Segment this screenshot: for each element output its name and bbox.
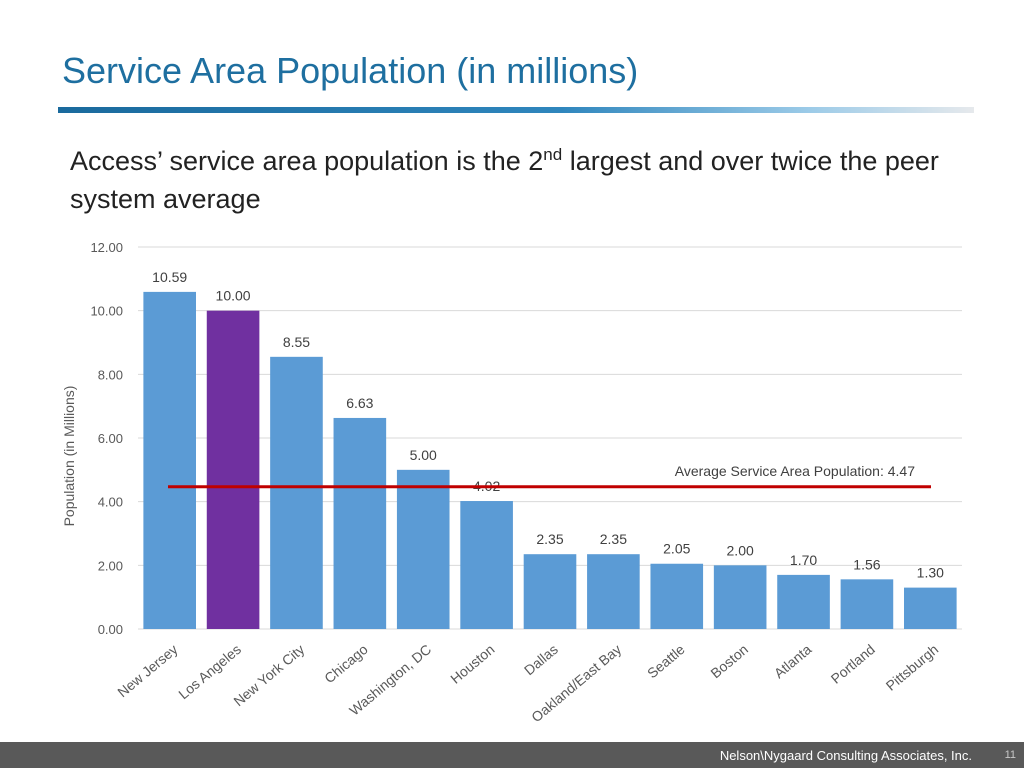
bar [523,554,577,629]
y-axis-ticks: 0.00 2.00 4.00 6.00 8.00 10.00 12.00 [90,240,123,637]
population-bar-chart: 0.00 2.00 4.00 6.00 8.00 10.00 12.00 Populatio… [61,240,962,725]
subtitle-text-part2: largest and over twice the peer system a… [70,146,939,214]
x-tick-label: Chicago [321,641,371,686]
value-label: 5.00 [410,447,437,463]
bar [713,565,767,629]
bar [587,554,640,629]
y-tick-label: 8.00 [98,367,123,382]
value-label: 1.70 [790,552,817,568]
y-tick-label: 2.00 [98,558,123,573]
x-tick-label: Portland [828,641,878,687]
bar [143,291,196,629]
y-tick-label: 0.00 [98,622,123,637]
bar [777,574,830,629]
y-tick-label: 4.00 [98,495,123,510]
value-label: 1.30 [917,565,944,581]
y-tick-label: 6.00 [98,431,123,446]
value-label: 2.00 [727,542,754,558]
value-label: 2.05 [663,541,690,557]
bars [143,291,957,629]
bar [904,587,957,629]
value-label: 2.35 [536,531,563,547]
x-tick-label: Atlanta [771,641,815,681]
value-label: 10.00 [216,288,251,304]
title-divider [58,107,974,113]
x-tick-label: Dallas [521,641,561,678]
x-tick-label: Pittsburgh [883,641,942,694]
y-axis-label: Population (in Millions) [61,386,77,527]
bar [840,579,894,629]
value-label: 10.59 [152,269,187,285]
y-tick-label: 10.00 [90,304,123,319]
value-label: 1.56 [853,556,880,572]
bar [206,310,260,629]
value-label: 6.63 [346,395,373,411]
value-label: 2.35 [600,531,627,547]
bar [270,356,323,629]
subtitle-superscript: nd [543,145,563,164]
x-tick-label: Boston [707,641,751,681]
subtitle-text-part1: Access’ service area population is the 2 [70,146,544,176]
x-tick-label: Seattle [644,641,688,681]
slide-subtitle: Access’ service area population is the 2… [70,142,970,218]
footer-bar: Nelson\Nygaard Consulting Associates, In… [0,742,1024,768]
value-labels: 10.5910.008.556.635.004.022.352.352.052.… [152,269,944,581]
slide-title: Service Area Population (in millions) [62,50,639,91]
bar [396,469,450,629]
bar [650,563,704,629]
average-label: Average Service Area Population: 4.47 [675,463,915,479]
page-number: 11 [1004,749,1016,761]
bar [333,417,387,629]
footer-company: Nelson\Nygaard Consulting Associates, In… [719,748,972,763]
x-tick-label: Houston [447,641,497,687]
bar [460,501,513,629]
y-tick-label: 12.00 [90,240,123,255]
value-label: 8.55 [283,334,310,350]
x-tick-label: New Jersey [114,641,180,700]
